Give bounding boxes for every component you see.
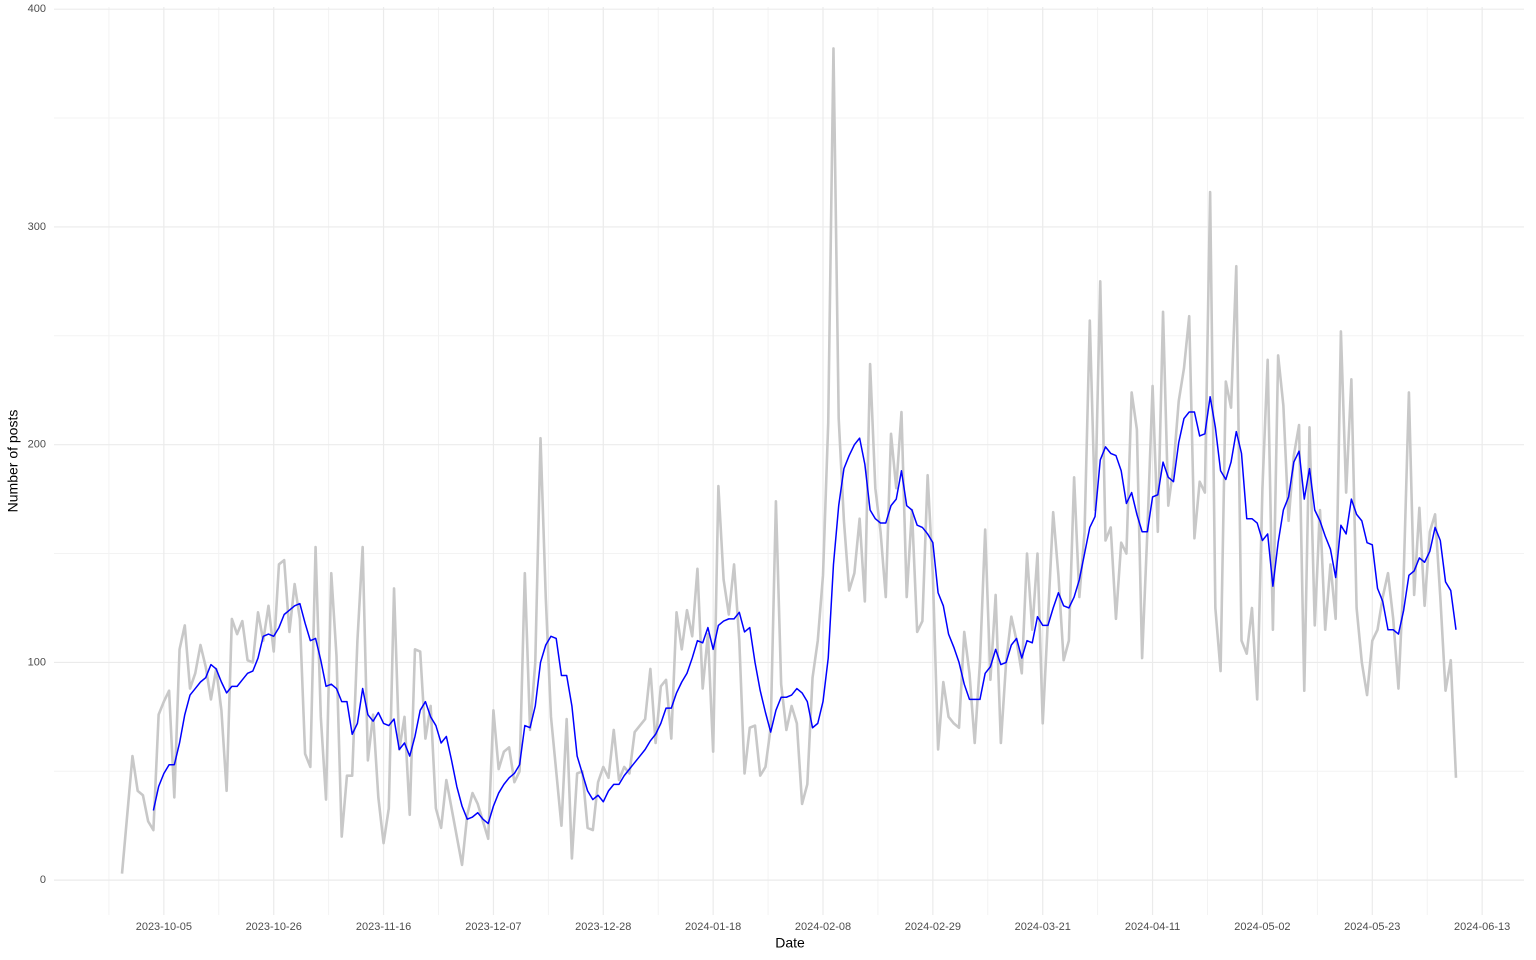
x-tick-label: 2023-10-05 xyxy=(136,921,192,933)
x-tick-label: 2023-11-16 xyxy=(356,921,411,933)
y-tick-label: 100 xyxy=(28,656,46,668)
x-axis-title: Date xyxy=(775,935,805,951)
y-tick-label: 200 xyxy=(28,439,46,451)
x-tick-label: 2024-05-23 xyxy=(1344,921,1400,933)
x-tick-label: 2023-10-26 xyxy=(246,921,302,933)
x-tick-label: 2023-12-28 xyxy=(575,921,631,933)
y-tick-label: 0 xyxy=(40,874,46,886)
x-tick-label: 2024-03-21 xyxy=(1015,921,1071,933)
series-line xyxy=(120,47,1458,874)
y-axis-title: Number of posts xyxy=(5,410,21,513)
y-tick-label: 400 xyxy=(28,3,46,15)
x-tick-label: 2024-05-02 xyxy=(1234,921,1290,933)
x-tick-label: 2024-04-11 xyxy=(1125,921,1180,933)
grid xyxy=(54,7,1524,915)
x-tick-label: 2023-12-07 xyxy=(465,921,521,933)
x-tick-label: 2024-02-08 xyxy=(795,921,851,933)
x-tick-label: 2024-02-29 xyxy=(905,921,961,933)
lines xyxy=(120,47,1458,874)
y-tick-label: 300 xyxy=(28,221,46,233)
x-tick-label: 2024-01-18 xyxy=(685,921,741,933)
x-tick-label: 2024-06-13 xyxy=(1454,921,1510,933)
series-line xyxy=(152,396,1457,825)
